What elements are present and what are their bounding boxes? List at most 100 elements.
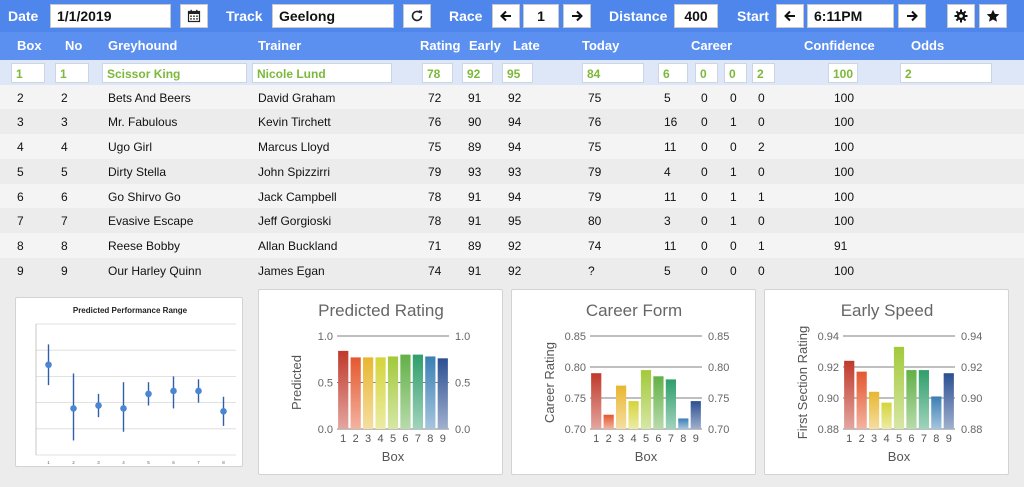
cell-c3[interactable]: 0 (724, 63, 747, 83)
col-header-early[interactable]: Early (469, 38, 501, 53)
cell-greyhound: Evasive Escape (108, 214, 194, 229)
cell-today: 80 (588, 214, 602, 229)
table-row[interactable]: 3 3 Mr. Fabulous Kevin Tirchett 76 90 94 76 16 0 1… (0, 109, 1024, 135)
chart-title: Predicted Rating (318, 301, 444, 320)
cell-c1: 5 (664, 263, 671, 278)
data-point (70, 405, 77, 412)
settings-button[interactable] (947, 4, 975, 28)
bar (375, 357, 386, 429)
cell-today: ? (588, 263, 595, 278)
x-tick-label: 9 (440, 433, 446, 445)
table-row[interactable]: 7 7 Evasive Escape Jeff Gorgioski 78 91 95 80 3 0… (0, 208, 1024, 233)
col-header-greyhound[interactable]: Greyhound (108, 38, 178, 53)
data-point (220, 408, 227, 415)
col-header-box[interactable]: Box (17, 38, 42, 53)
col-header-late[interactable]: Late (513, 38, 540, 53)
col-header-no[interactable]: No (65, 38, 83, 53)
x-tick-label: 3 (365, 433, 371, 445)
cell-late: 95 (508, 214, 522, 229)
y-tick-label: 0.90 (818, 393, 839, 405)
cell-greyhound: Ugo Girl (108, 140, 153, 155)
x-tick-label: 3 (97, 460, 100, 465)
y-tick-label-right: 0.0 (455, 424, 470, 436)
favorite-button[interactable] (979, 4, 1007, 28)
cell-c2: 0 (701, 189, 708, 204)
distance-input[interactable]: 400 (674, 4, 718, 28)
date-input[interactable]: 1/1/2019 (50, 4, 171, 28)
cell-early[interactable]: 92 (462, 63, 493, 83)
cell-confidence: 100 (834, 214, 855, 229)
cell-today: 75 (588, 140, 602, 155)
race-label: Race (449, 8, 483, 24)
chart-title: Early Speed (841, 301, 934, 320)
y-tick-label-right: 0.85 (708, 331, 729, 343)
cell-c2: 0 (701, 214, 708, 229)
x-tick-label: 7 (197, 460, 200, 465)
table-row[interactable]: 1 1 Scissor King Nicole Lund 78 92 95 84 6 0 0 2 100… (0, 60, 1024, 85)
bar (918, 370, 929, 429)
race-prev-button[interactable] (492, 4, 520, 28)
cell-rating: 74 (428, 263, 442, 278)
bar (616, 385, 627, 429)
x-tick-label: 9 (946, 433, 952, 445)
col-header-today[interactable]: Today (582, 38, 620, 53)
calendar-button[interactable] (180, 4, 208, 28)
cell-late: 94 (508, 115, 522, 130)
cell-rating: 76 (428, 115, 442, 130)
race-input[interactable]: 1 (523, 4, 559, 28)
cell-box[interactable]: 1 (11, 63, 45, 83)
predicted-rating-panel: Predicted Rating 0.0 0.0 0.5 0.5 1.0 1.0 1 2 3 4 5 6… (258, 289, 503, 475)
col-header-odds[interactable]: Odds (911, 38, 945, 53)
track-input[interactable]: Geelong (272, 4, 394, 28)
y-tick-label: 0.75 (565, 393, 586, 405)
bar (425, 356, 436, 429)
cell-greyhound[interactable]: Scissor King (102, 63, 247, 83)
table-row[interactable]: 9 9 Our Harley Quinn James Egan 74 91 92? 5 0 0 0 1… (0, 257, 1024, 283)
cell-c4[interactable]: 2 (752, 63, 775, 83)
cell-c2: 0 (701, 90, 708, 105)
calendar-icon (187, 9, 201, 23)
cell-late[interactable]: 95 (502, 63, 533, 83)
date-label: Date (8, 8, 39, 24)
cell-rating: 79 (428, 164, 442, 179)
x-tick-label: 9 (693, 433, 699, 445)
refresh-button[interactable] (403, 4, 431, 28)
cell-greyhound: Bets And Beers (108, 90, 191, 105)
cell-confidence[interactable]: 100 (828, 63, 858, 83)
x-tick-label: 6 (655, 433, 661, 445)
cell-no: 3 (61, 115, 68, 130)
cell-c2[interactable]: 0 (695, 63, 718, 83)
data-point (145, 390, 152, 398)
cell-today[interactable]: 84 (582, 63, 644, 83)
col-header-trainer[interactable]: Trainer (258, 38, 302, 53)
table-row[interactable]: 6 6 Go Shirvo Go Jack Campbell 78 91 94 79 11 0 1 1… (0, 183, 1024, 209)
bar (678, 418, 689, 429)
start-next-button[interactable] (898, 4, 926, 28)
x-tick-label: 8 (933, 433, 939, 445)
cell-c1[interactable]: 6 (658, 63, 688, 83)
cell-c2: 0 (701, 263, 708, 278)
table-row[interactable]: 2 2 Bets And Beers David Graham 72 91 92 75 5 0 0 0… (0, 84, 1024, 110)
start-prev-button[interactable] (776, 4, 804, 28)
col-header-career[interactable]: Career (691, 38, 733, 53)
cell-odds[interactable]: 2 (900, 63, 992, 83)
cell-box: 7 (17, 214, 24, 229)
table-row[interactable]: 5 5 Dirty Stella John Spizzirri 79 93 93 79 4 0 1 0… (0, 158, 1024, 184)
cell-no[interactable]: 1 (55, 63, 89, 83)
race-next-button[interactable] (563, 4, 591, 28)
cell-trainer[interactable]: Nicole Lund (252, 63, 392, 83)
cell-trainer: Jeff Gorgioski (258, 214, 332, 229)
cell-c2: 0 (701, 115, 708, 130)
y-tick-label-right: 0.90 (961, 393, 982, 405)
cell-rating[interactable]: 78 (422, 63, 453, 83)
bar (628, 401, 639, 429)
bar (338, 350, 349, 429)
cell-trainer: Jack Campbell (258, 189, 337, 204)
table-row[interactable]: 8 8 Reese Bobby Allan Buckland 71 89 92 74 11 0 0 1… (0, 232, 1024, 258)
col-header-rating[interactable]: Rating (420, 38, 461, 53)
cell-rating: 78 (428, 189, 442, 204)
table-row[interactable]: 4 4 Ugo Girl Marcus Lloyd 75 89 94 75 11 0 0 2 100 (0, 134, 1024, 159)
start-time-input[interactable]: 6:11PM (807, 4, 894, 28)
col-header-confidence[interactable]: Confidence (804, 38, 875, 53)
x-tick-label: 6 (402, 433, 408, 445)
